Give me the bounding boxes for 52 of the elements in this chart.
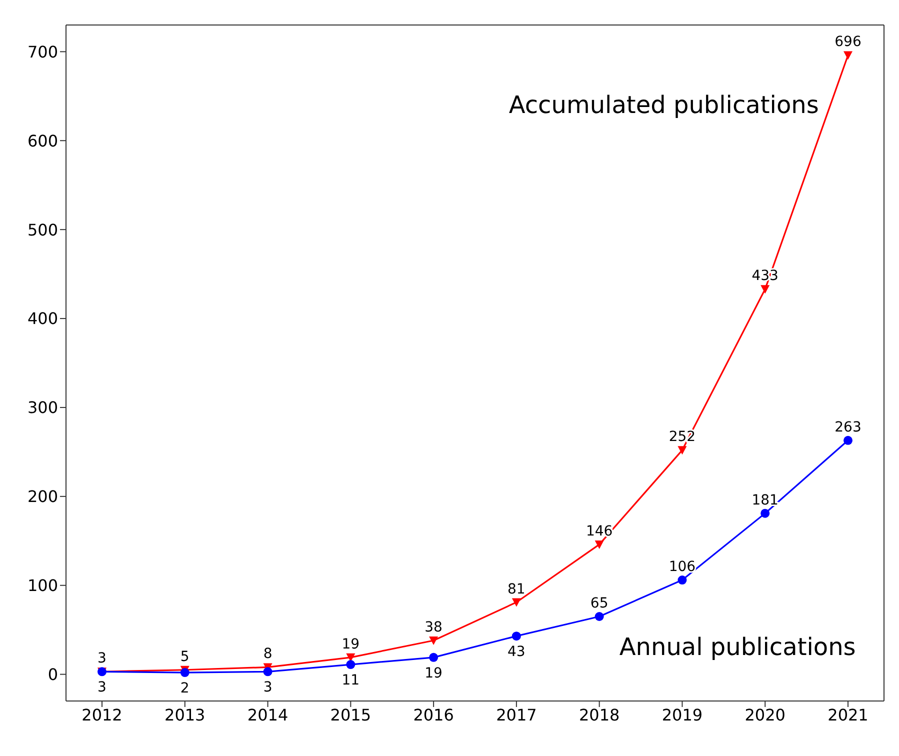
y-tick-label: 100 [27, 576, 58, 596]
y-tick-label: 300 [27, 398, 58, 418]
x-tick-label: 2017 [496, 705, 537, 724]
data-label: 3 [263, 680, 272, 696]
x-tick-label: 2019 [662, 705, 703, 724]
point [594, 540, 604, 549]
x-tick-label: 2014 [247, 705, 288, 724]
data-label: 5 [180, 648, 190, 665]
y-tick-label: 400 [27, 309, 58, 328]
point [844, 436, 852, 445]
x-tick-label: 2012 [82, 705, 122, 724]
y-tick-label: 500 [27, 220, 58, 240]
point [678, 446, 687, 455]
point [429, 652, 438, 662]
point [512, 598, 521, 607]
data-label: 11 [342, 672, 360, 689]
data-label: 106 [668, 559, 696, 576]
data-label: 65 [590, 596, 608, 612]
data-label: 696 [834, 34, 862, 50]
point [263, 667, 272, 676]
series-label: Annual publications [619, 632, 856, 661]
point [429, 636, 438, 646]
data-label: 181 [752, 492, 778, 508]
data-label: 3 [98, 650, 106, 667]
point [594, 612, 604, 621]
point [180, 668, 190, 678]
data-label: 263 [834, 419, 862, 436]
y-tick-label: 0 [48, 664, 58, 684]
data-label: 3 [98, 680, 106, 696]
x-tick-label: 2020 [744, 705, 786, 724]
x-tick-label: 2018 [578, 705, 620, 724]
point [512, 632, 521, 641]
x-tick-label: 2013 [164, 705, 206, 724]
y-tick-label: 200 [27, 487, 58, 506]
series-label: Accumulated publications [508, 91, 819, 120]
y-tick-label: 700 [27, 42, 58, 62]
x-tick-label: 2015 [330, 705, 372, 724]
data-label: 43 [508, 644, 526, 660]
data-label: 2 [180, 680, 190, 697]
data-label: 8 [263, 646, 272, 662]
data-label: 38 [424, 620, 442, 636]
point [678, 576, 687, 585]
data-label: 19 [424, 665, 442, 682]
point [346, 660, 356, 670]
data-label: 19 [342, 636, 360, 652]
x-tick-label: 2016 [413, 705, 454, 724]
point [844, 51, 852, 60]
point [760, 285, 770, 294]
y-tick-label: 600 [27, 131, 58, 150]
point [760, 508, 770, 518]
data-label: 81 [508, 581, 526, 598]
x-tick-label: 2021 [828, 705, 868, 724]
